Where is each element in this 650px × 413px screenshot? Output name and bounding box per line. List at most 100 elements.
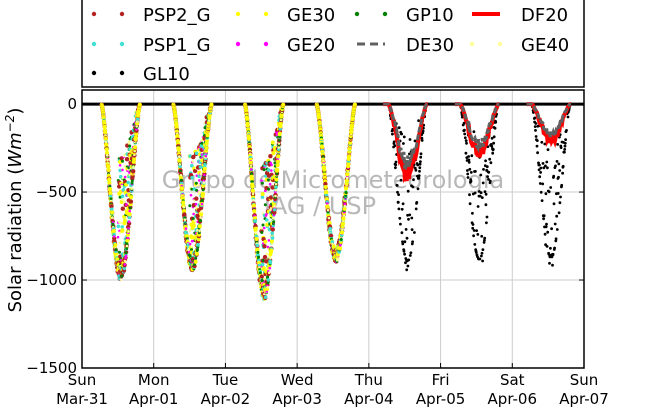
legend-marker: [263, 11, 269, 17]
data-point-gl10: [565, 129, 568, 132]
data-point-ge40: [118, 241, 122, 245]
data-point-psp1-g: [268, 260, 273, 265]
data-point-gl10: [481, 248, 485, 252]
data-point-gp10: [190, 248, 193, 252]
data-point-ge30: [108, 191, 113, 195]
data-point-gl10: [540, 199, 544, 203]
data-point-ge30: [245, 123, 250, 128]
data-point-ge20: [339, 244, 342, 247]
data-point-gl10: [484, 159, 487, 163]
data-point-gl10: [535, 139, 539, 143]
x-tick-label-day: Mon: [138, 371, 170, 389]
data-point-ge30: [125, 238, 130, 243]
data-point-psp2-g: [192, 168, 198, 174]
data-point-gp10: [125, 242, 129, 246]
data-point-ge20: [189, 193, 193, 197]
data-point-gl10: [474, 170, 477, 173]
data-point-ge40: [104, 140, 108, 144]
data-point-gp10: [121, 159, 124, 163]
data-point-ge30: [137, 102, 142, 107]
data-point-ge40: [111, 216, 114, 219]
data-point-psp1-g: [118, 174, 123, 179]
data-point-gl10: [474, 251, 478, 254]
legend-marker: [91, 41, 97, 47]
data-point-psp2-g: [270, 227, 275, 232]
data-point-gl10: [400, 207, 404, 211]
data-point-gl10: [541, 162, 545, 165]
x-tick-label-date: Apr-03: [272, 390, 322, 408]
data-point-gl10: [555, 214, 559, 218]
data-point-ge40: [127, 142, 131, 145]
data-point-gl10: [553, 222, 557, 226]
data-point-gl10: [547, 190, 551, 194]
data-point-gl10: [542, 214, 546, 218]
data-point-gl10: [492, 141, 495, 145]
data-point-gl10: [557, 175, 560, 179]
data-point-gp10: [200, 141, 204, 145]
data-point-ge40: [265, 252, 269, 256]
data-point-gl10: [398, 216, 402, 220]
y-axis-label: Solar radiation (Wm−2): [3, 108, 26, 313]
data-point-ge40: [277, 146, 281, 149]
data-point-gl10: [557, 211, 561, 215]
data-point-psp2-g: [131, 169, 136, 174]
data-point-ge40: [106, 154, 109, 157]
data-point-ge30: [324, 190, 329, 195]
data-point-gl10: [401, 202, 405, 206]
data-point-ge30: [197, 224, 202, 229]
data-point-gl10: [397, 126, 401, 130]
data-point-ge20: [124, 256, 127, 260]
data-point-gp10: [179, 178, 183, 182]
data-point-gp10: [257, 255, 260, 259]
data-point-gp10: [125, 247, 129, 250]
data-point-gl10: [466, 169, 469, 172]
data-point-gl10: [482, 168, 485, 171]
legend-marker: [469, 41, 475, 47]
data-point-gl10: [555, 160, 559, 163]
data-point-gl10: [419, 152, 423, 156]
data-point-ge40: [322, 162, 326, 166]
data-point-ge30: [184, 234, 189, 239]
data-point-gl10: [533, 125, 537, 128]
data-point-psp2-g: [323, 181, 328, 187]
data-point-gl10: [553, 246, 556, 250]
data-point-gl10: [395, 184, 399, 187]
data-point-gl10: [539, 166, 543, 170]
data-point-ge20: [118, 164, 122, 167]
data-point-gl10: [483, 190, 487, 194]
data-point-psp1-g: [328, 226, 333, 231]
data-point-psp1-g: [253, 219, 257, 223]
data-point-gp10: [344, 191, 348, 195]
data-point-gp10: [190, 187, 194, 191]
watermark-line-1: Grupo de Micrometeorologia: [162, 166, 504, 194]
legend-label: DE30: [406, 35, 454, 56]
legend-marker: [235, 41, 241, 47]
data-point-ge40: [106, 158, 109, 162]
data-point-gl10: [410, 228, 414, 232]
data-point-ge30: [322, 167, 327, 172]
grid: [82, 90, 584, 368]
data-point-ge30: [199, 212, 204, 217]
data-point-ge40: [336, 257, 340, 260]
data-point-psp2-g: [194, 196, 199, 201]
data-point-ge40: [272, 216, 275, 220]
data-point-ge40: [326, 208, 330, 212]
data-point-ge30: [250, 188, 255, 193]
data-point-gl10: [466, 176, 470, 179]
data-point-ge30: [102, 124, 107, 129]
data-point-gl10: [484, 203, 488, 207]
data-point-ge30: [105, 150, 109, 155]
data-point-gl10: [538, 163, 541, 167]
data-point-gl10: [468, 167, 472, 171]
data-point-gl10: [402, 249, 406, 253]
data-point-gl10: [484, 192, 488, 196]
data-point-gl10: [488, 157, 492, 161]
data-point-ge30: [205, 133, 210, 138]
data-point-gp10: [191, 217, 195, 221]
data-point-ge40: [202, 181, 206, 184]
x-tick-label-day: Wed: [281, 371, 314, 389]
data-point-gl10: [541, 182, 545, 186]
data-point-ge20: [325, 202, 329, 205]
